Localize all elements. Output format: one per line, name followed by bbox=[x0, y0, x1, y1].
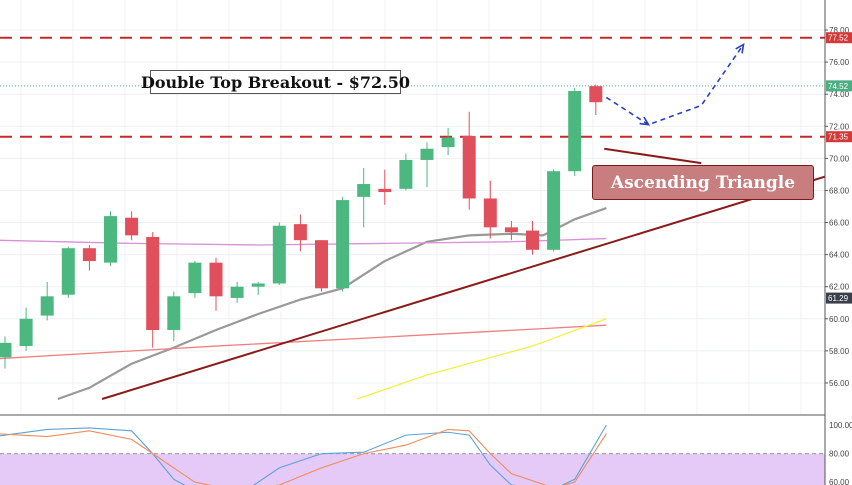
pattern-label: Ascending Triangle bbox=[592, 165, 814, 200]
axis-tick-label: 68.00 bbox=[829, 186, 850, 195]
candle-down bbox=[526, 230, 539, 250]
price-badge-label: 61.29 bbox=[828, 294, 849, 303]
candle-up bbox=[188, 262, 202, 294]
trendlines bbox=[101, 147, 833, 400]
price-axis: 56.00 58.00 60.00 62.00 64.00 66.00 68.00 70.00… bbox=[824, 0, 852, 485]
candle-up bbox=[167, 296, 181, 331]
oscillator-tick-label: 80.00 bbox=[829, 450, 850, 459]
candle-up bbox=[251, 283, 265, 287]
candle-up bbox=[19, 318, 33, 347]
candle-up bbox=[104, 216, 117, 263]
moving-average-line bbox=[0, 324, 607, 360]
axis-tick-label: 72.00 bbox=[829, 122, 850, 131]
oscillator-line bbox=[0, 428, 607, 485]
candles bbox=[0, 84, 603, 369]
candle-up bbox=[61, 248, 75, 295]
price-badges: 77.52 74.52 71.35 61.29 bbox=[826, 32, 852, 304]
price-badge-label: 77.52 bbox=[828, 34, 849, 43]
candle-down bbox=[483, 198, 497, 228]
price-badge bbox=[826, 131, 852, 143]
price-badge-label: 71.35 bbox=[828, 133, 849, 142]
oscillator-line bbox=[0, 424, 607, 485]
price-badge bbox=[826, 80, 852, 92]
axis-background bbox=[825, 0, 852, 485]
candle-up bbox=[230, 286, 244, 298]
axis-tick-label: 58.00 bbox=[829, 347, 850, 356]
candle-up bbox=[357, 184, 371, 197]
candle-up bbox=[0, 342, 12, 358]
candle-down bbox=[209, 262, 223, 297]
candle-down bbox=[315, 240, 328, 289]
axis-tick-label: 76.00 bbox=[829, 58, 850, 67]
axis-tick-label: 74.00 bbox=[829, 90, 850, 99]
oscillator-band bbox=[0, 453, 825, 485]
candle-up bbox=[420, 148, 434, 160]
candle-up bbox=[272, 225, 286, 284]
candle-down bbox=[125, 217, 139, 236]
axis-tick-label: 64.00 bbox=[829, 251, 850, 260]
trendline bbox=[101, 173, 833, 400]
candle-down bbox=[293, 224, 307, 241]
candle-up bbox=[547, 171, 561, 250]
axis-tick-label: 66.00 bbox=[829, 219, 850, 228]
candle-up bbox=[441, 137, 455, 148]
stochastic-oscillator bbox=[0, 414, 852, 485]
candle-up bbox=[568, 90, 582, 172]
axis-tick-label: 56.00 bbox=[829, 379, 850, 388]
moving-average-line bbox=[57, 207, 607, 401]
arrow-head bbox=[735, 42, 745, 54]
projection-arrows bbox=[605, 42, 745, 126]
breakout-label: Double Top Breakout - $72.50 bbox=[141, 70, 410, 94]
candle-down bbox=[82, 248, 96, 262]
candle-down bbox=[146, 236, 160, 331]
candle-up bbox=[336, 200, 350, 289]
axis-tick-label: 62.00 bbox=[829, 283, 850, 292]
projection-path bbox=[605, 44, 745, 126]
candle-up bbox=[399, 159, 413, 189]
price-badge-label: 74.52 bbox=[828, 82, 849, 91]
candle-down bbox=[462, 135, 476, 199]
price-levels bbox=[0, 36, 825, 138]
candle-down bbox=[589, 86, 603, 103]
price-badge bbox=[826, 292, 852, 304]
moving-average-line bbox=[357, 318, 607, 400]
arrow-head bbox=[639, 116, 651, 126]
candle-down bbox=[504, 227, 518, 233]
axis-tick-label: 60.00 bbox=[829, 315, 850, 324]
trendline bbox=[604, 147, 702, 165]
axis-tick-label: 70.00 bbox=[829, 154, 850, 163]
axis-tick-label: 78.00 bbox=[829, 26, 850, 35]
candle-down bbox=[378, 188, 392, 193]
oscillator-tick-label: 100.00 bbox=[829, 421, 852, 430]
price-badge bbox=[826, 32, 852, 44]
oscillator-tick-label: 60.00 bbox=[829, 478, 850, 485]
candle-up bbox=[40, 296, 54, 316]
